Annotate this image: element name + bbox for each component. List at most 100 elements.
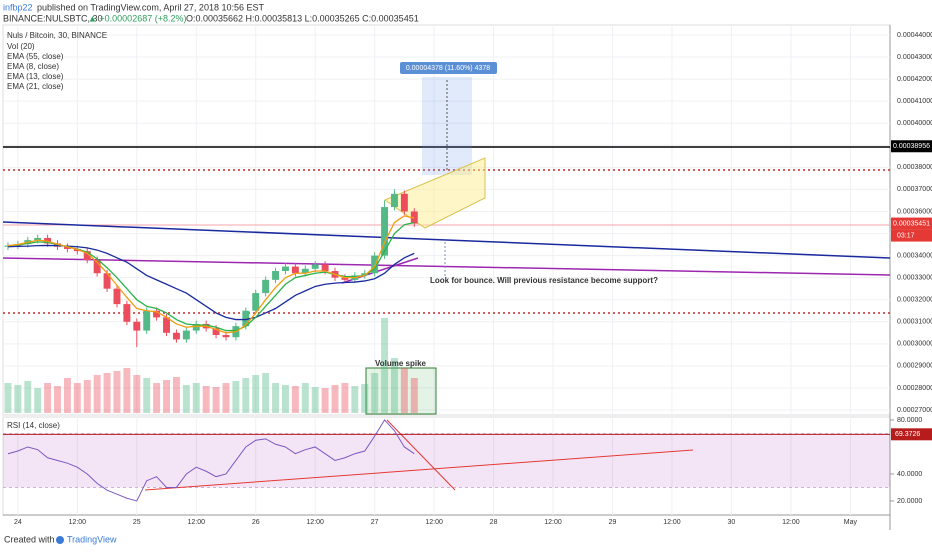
candle-body [281,266,289,272]
measure-label: 0.00004378 (11.60%) 4378 [406,65,490,72]
x-tick-label: 24 [14,519,22,526]
countdown-bg [891,229,932,242]
rsi-legend: RSI (14, close) [7,421,60,430]
candle-body [361,273,369,276]
rsi-tick-label: 80.0000 [897,417,922,424]
volume-bar [4,383,12,413]
x-tick-label: 26 [252,519,260,526]
volume-bar [63,378,71,413]
legend-entry: EMA (8, close) [7,62,59,71]
volume-bar [44,383,52,413]
candle-body [143,310,151,331]
footer-text: Created with [4,534,55,544]
volume-bar [272,383,280,413]
candle-body [123,304,131,322]
rsi-trend [144,449,694,491]
volume-bar [262,373,270,413]
y-tick-label: 0.00038000 [897,164,932,171]
candle-body [311,264,319,269]
volume-bar [192,383,200,413]
y-tick-label: 0.00027000 [897,407,932,414]
price-label: 0.00038956 [893,143,930,150]
x-tick-label: 12:00 [544,519,562,526]
y-tick-label: 0.00042000 [897,76,932,83]
candle-body [222,334,230,338]
candle-body [262,279,270,294]
price-label-bg [891,140,932,153]
volume-bar [232,381,240,413]
volume-bar [351,386,359,413]
candle-body [381,207,389,256]
volume-bar [202,386,210,413]
volume-bar [14,385,22,413]
note: Look for bounce. Will previous resistanc… [430,276,658,285]
volume-bar [103,373,111,413]
volume-bar [113,371,121,413]
trend-line [2,257,891,276]
x-tick-label: 12:00 [69,519,87,526]
legend-entry: EMA (21, close) [7,82,64,91]
legend-entry: Vol (20) [7,42,35,51]
x-tick-label: 30 [728,519,736,526]
ema-line [7,244,415,321]
candle-body [301,268,309,274]
y-tick-label: 0.00040000 [897,120,932,127]
volume-bar [222,383,230,413]
volume-bar [252,375,260,413]
candle-body [192,323,200,331]
measure-label-bg [400,62,497,74]
volume-bar [83,380,91,413]
volume-bar [400,368,408,413]
candle-body [63,246,71,249]
x-tick-label: 29 [609,519,617,526]
x-tick-label: 27 [371,519,379,526]
volume-bar [321,388,329,413]
publisher[interactable]: infbp22 [3,2,33,12]
ema-line [7,215,415,334]
footer-brand[interactable]: TradingView [67,534,117,544]
candle-body [400,193,408,212]
candle-body [272,271,280,280]
candle-body [153,310,161,318]
rsi-tick-label: 20.0000 [897,498,922,505]
y-tick-label: 0.00030000 [897,341,932,348]
rsi-label: 69.3726 [895,431,920,438]
legend-entry: Nuls / Bitcoin, 30, BINANCE [7,31,107,40]
candle-body [252,293,260,311]
volume-bar [163,380,170,413]
logo [56,536,64,544]
volume-bar [341,383,349,413]
volume-bar [93,375,101,413]
price-label: 0.00035451 [893,220,930,227]
price-label-bg [891,217,932,230]
x-tick-label: 12:00 [306,519,324,526]
candle-body [341,277,349,280]
y-tick-label: 0.00029000 [897,363,932,370]
symbol: BINANCE:NULSBTC, 30 [3,13,103,23]
candle-body [242,310,250,327]
volume-bar [153,383,161,413]
candle-body [391,193,398,208]
rsi-label-bg [891,428,932,441]
y-tick-label: 0.00036000 [897,208,932,215]
volume-bar [391,358,398,413]
x-tick-label: 12:00 [425,519,443,526]
volume-bar [143,378,151,413]
candle-body [34,237,42,241]
countdown: 03:17 [897,232,915,239]
volume-bar [123,368,131,413]
volume-bar [301,383,309,413]
legend-entry: EMA (55, close) [7,52,64,61]
volume-bar [242,378,250,413]
published: published on TradingView.com, April 27, … [37,2,264,12]
y-tick-label: 0.00044000 [897,32,932,39]
x-tick-label: 12:00 [782,519,800,526]
candle-body [172,332,180,340]
candle-body [83,251,91,260]
candle-body [291,266,299,274]
legend-entry: EMA (13, close) [7,72,64,81]
x-tick-label: 28 [490,519,498,526]
rsi-band [3,433,890,488]
volume-bar [73,383,81,413]
